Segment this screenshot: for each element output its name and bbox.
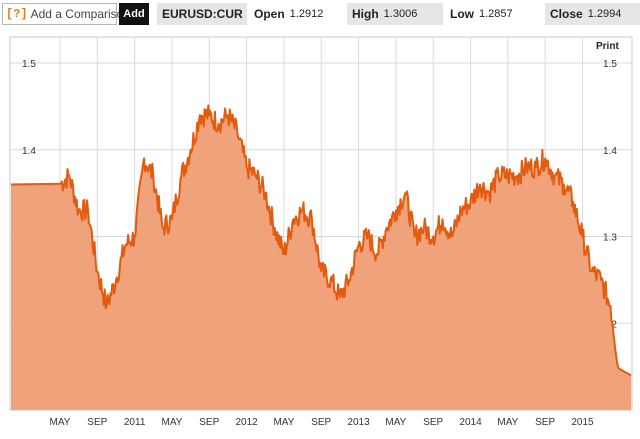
y-tick-label-left: 1.4 bbox=[22, 146, 36, 157]
close-label: Close bbox=[550, 7, 583, 21]
x-tick-label: 2012 bbox=[235, 417, 258, 428]
print-button[interactable]: Print bbox=[596, 41, 619, 52]
x-tick-label: 2014 bbox=[459, 417, 482, 428]
close-value: 1.2994 bbox=[587, 8, 622, 20]
close-stat: Close 1.2994 bbox=[545, 3, 640, 25]
x-tick-label: MAY bbox=[273, 417, 294, 428]
compare-input[interactable] bbox=[30, 7, 123, 21]
open-value: 1.2912 bbox=[289, 8, 324, 20]
x-tick-label: MAY bbox=[497, 417, 518, 428]
x-tick-label: MAY bbox=[161, 417, 182, 428]
x-tick-label: MAY bbox=[385, 417, 406, 428]
x-tick-label: 2011 bbox=[124, 417, 146, 428]
x-tick-label: MAY bbox=[50, 417, 71, 428]
low-label: Low bbox=[450, 7, 474, 21]
series-area bbox=[11, 105, 631, 411]
x-tick-label: SEP bbox=[87, 417, 107, 428]
series-line bbox=[10, 104, 632, 377]
y-tick-label-left: 1.5 bbox=[22, 59, 36, 70]
y-tick-label-right: 1.3 bbox=[603, 233, 617, 244]
add-comparison-button[interactable]: Add bbox=[119, 3, 149, 25]
open-label: Open bbox=[254, 7, 285, 21]
high-value: 1.3006 bbox=[383, 8, 418, 20]
low-value: 1.2857 bbox=[479, 8, 513, 20]
chart-area: 1.21.21.31.31.41.41.51.5MAYSEP2011MAYSEP… bbox=[0, 29, 640, 439]
chart-toolbar: [?] Add EURUSD:CUR Open 1.2912 High 1.30… bbox=[0, 0, 640, 29]
compare-search-box[interactable]: [?] bbox=[2, 3, 123, 25]
y-tick-label-right: 1.4 bbox=[603, 146, 617, 157]
high-label: High bbox=[352, 7, 379, 21]
price-chart: 1.21.21.31.31.41.41.51.5MAYSEP2011MAYSEP… bbox=[9, 36, 633, 428]
ticker-symbol: EURUSD:CUR bbox=[157, 3, 247, 25]
low-stat: Low 1.2857 bbox=[445, 3, 541, 25]
x-tick-label: SEP bbox=[199, 417, 219, 428]
y-tick-label-right: 1.5 bbox=[603, 59, 617, 70]
open-stat: Open 1.2912 bbox=[249, 3, 345, 25]
help-icon[interactable]: [?] bbox=[6, 7, 28, 21]
high-stat: High 1.3006 bbox=[347, 3, 443, 25]
x-tick-label: SEP bbox=[423, 417, 443, 428]
x-tick-label: SEP bbox=[535, 417, 555, 428]
x-tick-label: 2015 bbox=[571, 417, 594, 428]
x-tick-label: 2013 bbox=[347, 417, 370, 428]
x-tick-label: SEP bbox=[311, 417, 331, 428]
